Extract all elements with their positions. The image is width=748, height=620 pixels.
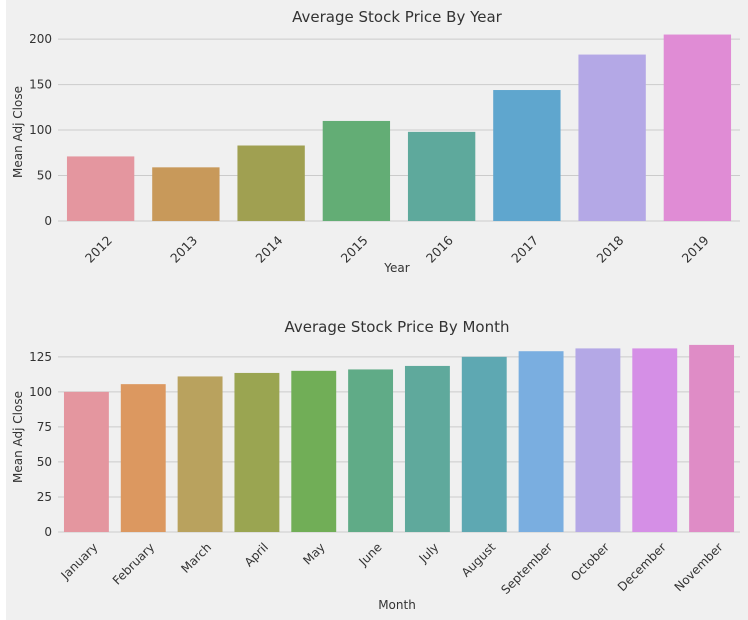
year-y-tick-label: 50: [37, 169, 52, 183]
month-y-tick-label: 50: [37, 455, 52, 469]
month-bar-april: [234, 372, 280, 532]
year-bar-2017: [493, 90, 561, 222]
month-y-tick-label: 25: [37, 490, 52, 504]
month-bar-september: [518, 351, 564, 532]
month-bars: [63, 344, 735, 532]
month-x-axis-label: Month: [378, 598, 416, 612]
month-bar-october: [575, 348, 621, 532]
year-y-tick-label: 0: [44, 214, 52, 228]
year-bar-2018: [578, 54, 646, 221]
year-bar-2019: [663, 34, 732, 221]
year-bar-2013: [152, 167, 220, 221]
month-bar-january: [63, 391, 109, 532]
month-gridlines: [58, 356, 740, 533]
month-bar-august: [461, 356, 507, 532]
year-bars: [66, 34, 732, 222]
month-y-ticks: 0 25 50 75 100 125: [29, 350, 52, 539]
month-bar-may: [291, 370, 337, 532]
year-y-tick-label: 200: [29, 32, 52, 46]
month-bar-december: [632, 348, 678, 532]
month-y-tick-label: 125: [29, 350, 52, 364]
year-y-ticks: 0 50 100 150 200: [29, 32, 52, 228]
month-bar-june: [348, 369, 394, 532]
month-bar-november: [689, 344, 735, 532]
year-chart-title: Average Stock Price By Year: [292, 8, 503, 26]
year-bar-2012: [66, 156, 135, 221]
month-y-axis-label: Mean Adj Close: [11, 391, 25, 483]
year-y-axis-label: Mean Adj Close: [11, 86, 25, 178]
month-y-tick-label: 0: [44, 525, 52, 539]
month-bar-march: [177, 376, 223, 532]
month-chart-title: Average Stock Price By Month: [285, 318, 510, 336]
year-x-axis-label: Year: [383, 261, 409, 275]
year-y-tick-label: 100: [29, 123, 52, 137]
month-bar-february: [120, 384, 166, 532]
month-bar-july: [404, 365, 450, 532]
year-bar-2016: [407, 131, 476, 221]
year-bar-2014: [237, 145, 305, 221]
year-bar-2015: [322, 120, 391, 221]
month-y-tick-label: 100: [29, 385, 52, 399]
year-y-tick-label: 150: [29, 78, 52, 92]
month-y-tick-label: 75: [37, 420, 52, 434]
